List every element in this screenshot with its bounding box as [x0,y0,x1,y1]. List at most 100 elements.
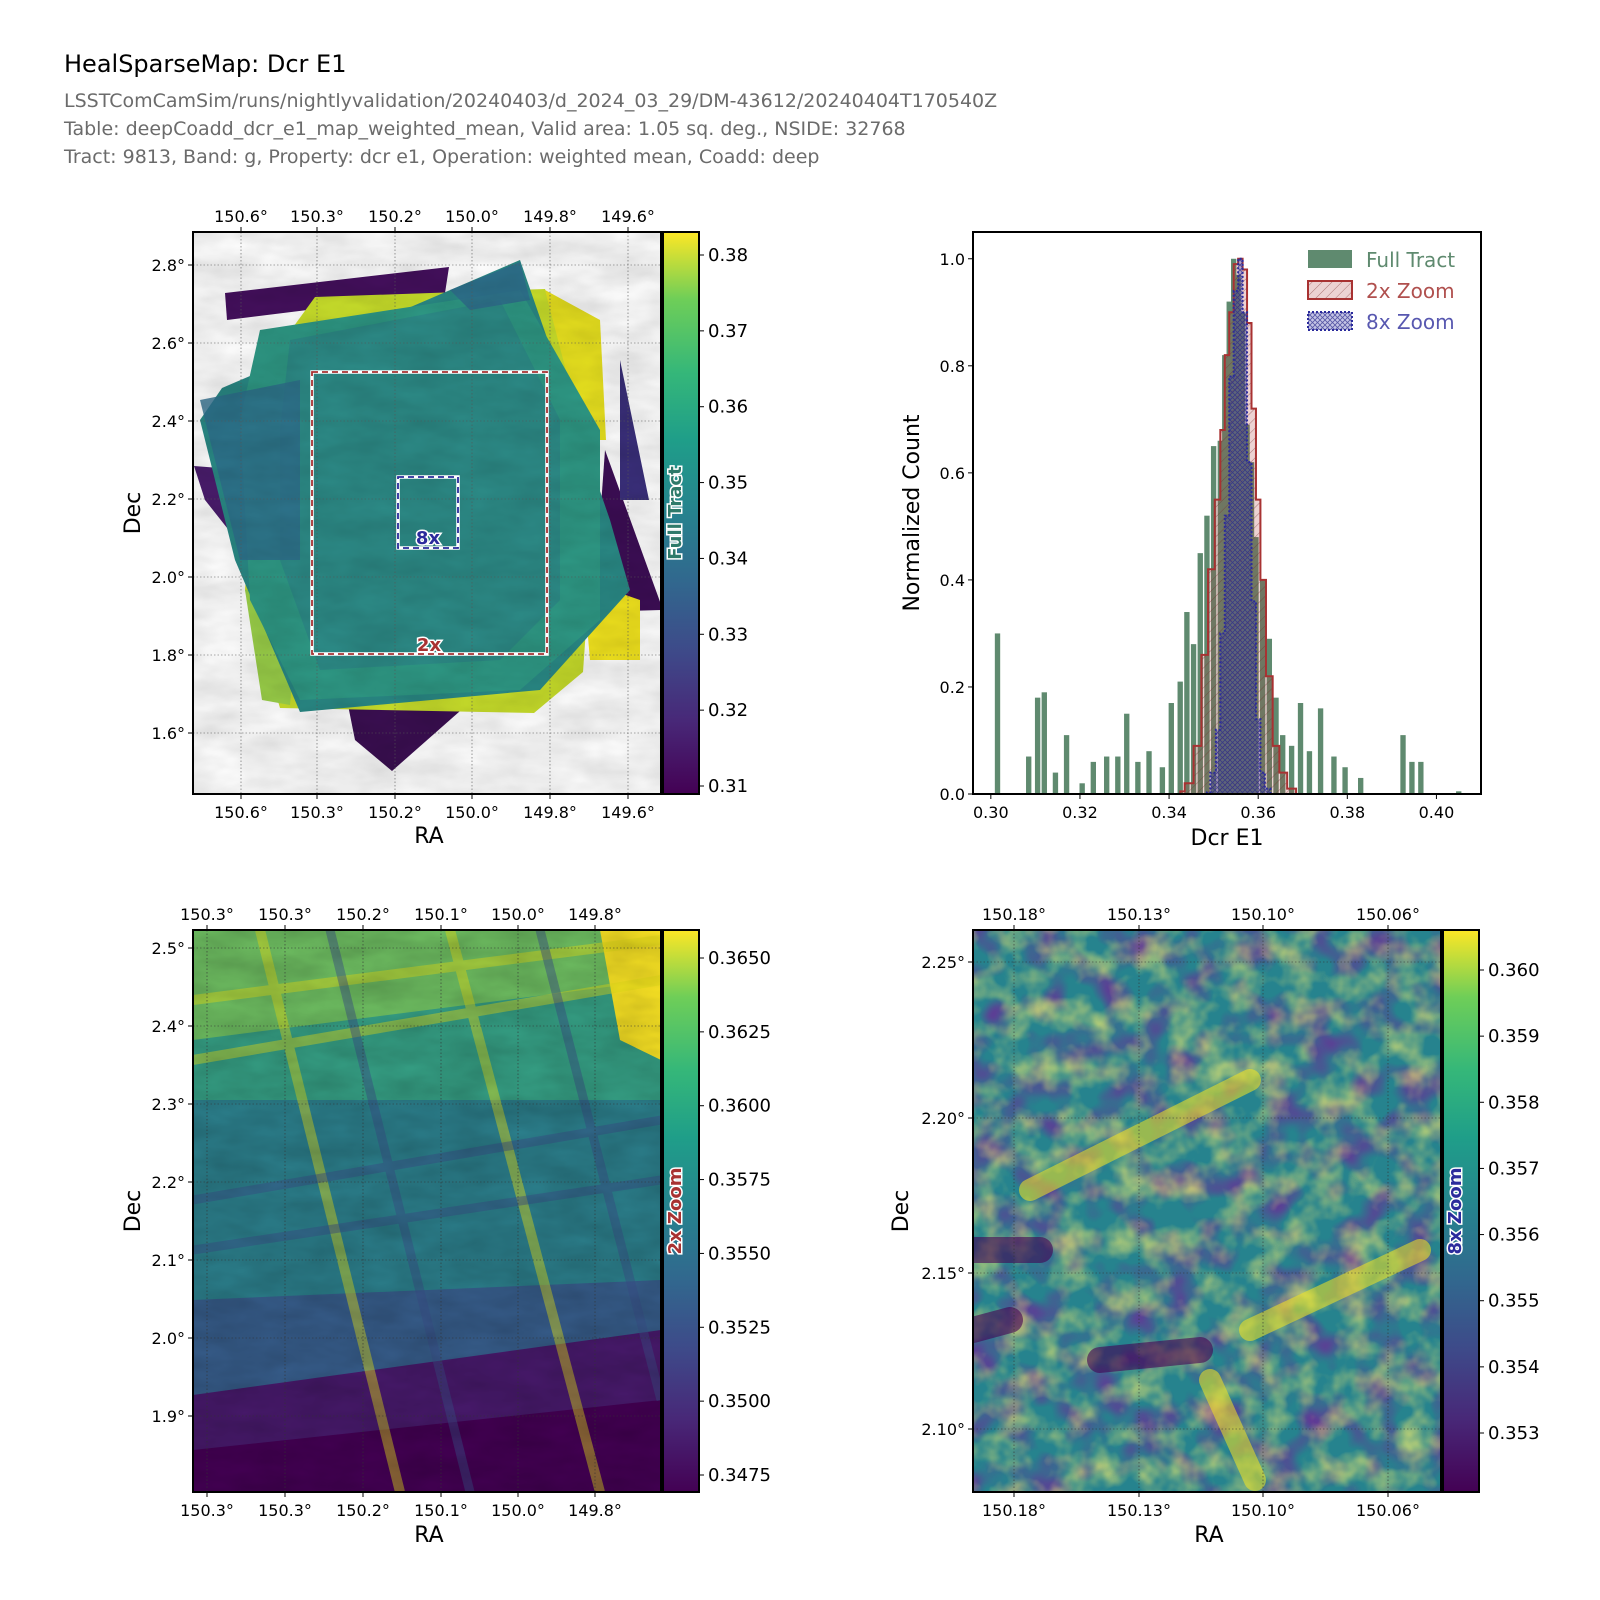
zoom-8x-colorbar [1442,929,1480,1493]
histogram-bar-full-tract [1026,756,1032,794]
zoom-8x-gridlines [973,930,1441,1492]
histogram-bar-full-tract [1409,761,1415,794]
histogram-bar-full-tract [994,633,1001,794]
zoom-2x-gridlines [193,930,661,1492]
zoom-2x-annotation: 2x [417,635,442,656]
colorbar-tick-label: 0.354 [1488,1357,1540,1378]
y-tick-label: 2.15° [921,1264,965,1283]
colorbar-tick-label: 0.359 [1488,1026,1540,1047]
colorbar-tick-label: 0.356 [1488,1225,1540,1246]
zoom-8x-box [397,476,459,549]
y-tick-label: 1.9° [152,1407,185,1426]
histogram-bar-full-tract [1177,681,1183,794]
zoom-2x-heatmap [193,930,661,1492]
full-tract-heatmap [193,232,661,794]
histogram-bar-full-tract [1104,756,1110,794]
x-tick-label-top: 150.1° [414,905,468,924]
x-tick-label-top: 150.06° [1356,905,1420,924]
x-tick-label-top: 150.3° [290,207,344,226]
histogram-bar-full-tract [1090,761,1096,794]
zoom-8x-frame [972,929,1442,1493]
zoom-8x-panel: 8x Zoom 150.18°150.18°150.13°150.13°150.… [889,905,1540,1548]
zoom-2x-axes: 150.3° 150.3° 150.3° 150.3° 150.2° 150.2° 150.… [152,905,771,1520]
zoom-8x-ylabel: Dec [889,1190,914,1233]
histogram-bar-full-tract [1184,612,1190,794]
zoom-2x-xlabel: RA [414,1523,443,1548]
zoom-8x-colorbar-label: 8x Zoom [1445,1168,1466,1255]
x-tick-label: 0.40 [1419,803,1455,822]
zoom-8x-annotation: 8x [416,528,441,549]
y-tick-label: 2.6° [152,334,185,353]
y-tick-label: 2.0° [152,568,185,587]
colorbar-tick-label: 0.31 [708,776,748,797]
x-tick-label: 0.30 [973,803,1009,822]
histogram-bar-full-tract [1079,783,1085,794]
y-tick-label: 2.3° [152,1095,185,1114]
x-tick-label-top: 149.8° [568,905,622,924]
histogram-step-8x [1205,257,1274,795]
x-tick-label-bottom: 150.18° [982,1501,1046,1520]
colorbar-tick-label: 0.360 [1488,960,1540,981]
legend-label-2x: 2x Zoom [1366,279,1455,303]
colorbar-tick-label: 0.35 [708,473,748,494]
y-tick-label: 2.0° [152,1329,185,1348]
colorbar-tick-label: 0.3575 [708,1170,771,1191]
zoom-2x-ylabel: Dec [121,1190,146,1233]
full-tract-ylabel: Dec [121,492,146,535]
full-tract-xlabel: RA [414,824,443,849]
colorbar-tick-label: 0.3600 [708,1096,771,1117]
subtitle-table-info: Table: deepCoadd_dcr_e1_map_weighted_mea… [64,118,906,140]
y-tick-label: 2.4° [152,412,185,431]
full-tract-gridlines [193,232,661,794]
histogram-bar-full-tract [1288,745,1295,794]
colorbar-tick-label: 0.37 [708,321,748,342]
zoom-2x-frame [192,929,662,1493]
zoom-8x-xlabel: RA [1194,1523,1223,1548]
y-tick-label: 2.2° [152,1173,185,1192]
histogram-bar-full-tract [1034,697,1041,794]
colorbar-tick-label: 0.358 [1488,1092,1540,1113]
colorbar-tick-label: 0.34 [708,548,748,569]
legend-swatch-full-tract [1308,250,1352,268]
histogram-bar-full-tract [1306,751,1313,794]
histogram-bar-full-tract [1190,644,1197,794]
zoom-2x-colorbar-label: 2x Zoom [665,1168,686,1255]
x-tick-label-top: 150.13° [1107,905,1171,924]
x-tick-label-bottom: 150.13° [1107,1501,1171,1520]
x-tick-label-bottom: 150.3° [180,1501,234,1520]
y-tick-label: 0.2 [940,678,965,697]
histogram-legend: Full Tract 2x Zoom 8x Zoom [1307,248,1455,334]
full-tract-frame [192,231,662,795]
y-tick-label: 0.6 [940,464,965,483]
x-tick-label-top: 150.0° [491,905,545,924]
x-tick-label-bottom: 149.8° [523,803,577,822]
y-tick-label: 0.4 [940,571,965,590]
x-tick-label: 0.34 [1151,803,1187,822]
x-tick-label-bottom: 150.3° [258,1501,312,1520]
colorbar-tick-label: 0.3650 [708,948,771,969]
y-tick-label: 2.4° [152,1017,185,1036]
y-tick-label: 1.0 [940,250,965,269]
histogram-bar-full-tract [1317,708,1324,794]
x-tick-label-bottom: 150.6° [214,803,268,822]
x-tick-label-top: 150.3° [180,905,234,924]
y-tick-label: 1.6° [152,724,185,743]
histogram-bar-full-tract [1342,767,1348,794]
legend-label-full-tract: Full Tract [1366,248,1455,272]
x-tick-label: 0.32 [1062,803,1098,822]
x-tick-label-top: 150.3° [258,905,312,924]
subtitle-tract-info: Tract: 9813, Band: g, Property: dcr e1, … [64,146,820,168]
zoom-2x-colorbar [662,929,700,1493]
y-tick-label: 0.8 [940,357,965,376]
colorbar-tick-label: 0.3550 [708,1243,771,1264]
full-tract-panel: 8x 2x Full Tract 150.6° 150.6° 150.3° 150.3… [121,207,748,849]
histogram-bar-full-tract [1400,735,1406,794]
x-tick-label-top: 149.8° [523,207,577,226]
histogram-bar-full-tract [1280,735,1286,794]
y-tick-label: 2.2° [152,490,185,509]
legend-swatch-8x [1307,311,1353,331]
histogram-bar-full-tract [1297,703,1304,794]
x-tick-label-bottom: 149.6° [601,803,655,822]
colorbar-tick-label: 0.33 [708,624,748,645]
y-tick-label: 2.10° [921,1420,965,1439]
